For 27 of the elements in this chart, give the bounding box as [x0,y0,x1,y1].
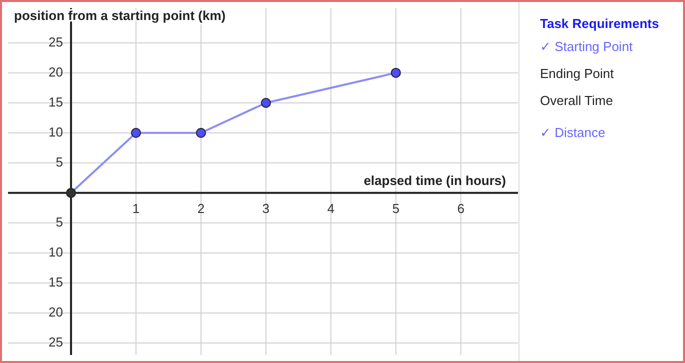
y-tick-label: 20 [48,64,64,80]
point [196,128,206,138]
x-tick-label: 6 [457,200,464,216]
y-tick-label: 10 [48,124,64,140]
category-label: Overall Time [540,93,613,108]
x-tick-label: 2 [197,200,205,216]
point [130,128,141,138]
y-tick-label: 20 [48,304,64,320]
x-axis-title: elapsed time (in hours) [364,172,506,188]
point [390,68,401,78]
category-label: ✓ Starting Point [540,39,634,54]
point [260,98,271,108]
y-tick-label: 25 [48,34,64,50]
text: Task Requirements [540,16,659,31]
y-tick-label: 10 [48,244,64,260]
y-tick-label: 5 [56,154,64,170]
category-label: Ending Point [540,66,614,81]
y-tick-label: 15 [48,94,64,110]
x-tick-label: 5 [392,200,400,216]
point [66,188,76,198]
y-tick-label: 15 [48,274,64,290]
x-tick-label: 4 [327,200,335,216]
x-tick-label: 3 [262,200,270,216]
category-label: ✓ Distance [540,125,606,140]
y-tick-label: 25 [48,334,64,350]
x-tick-label: 1 [132,200,140,216]
y-tick-label: 5 [56,214,64,230]
